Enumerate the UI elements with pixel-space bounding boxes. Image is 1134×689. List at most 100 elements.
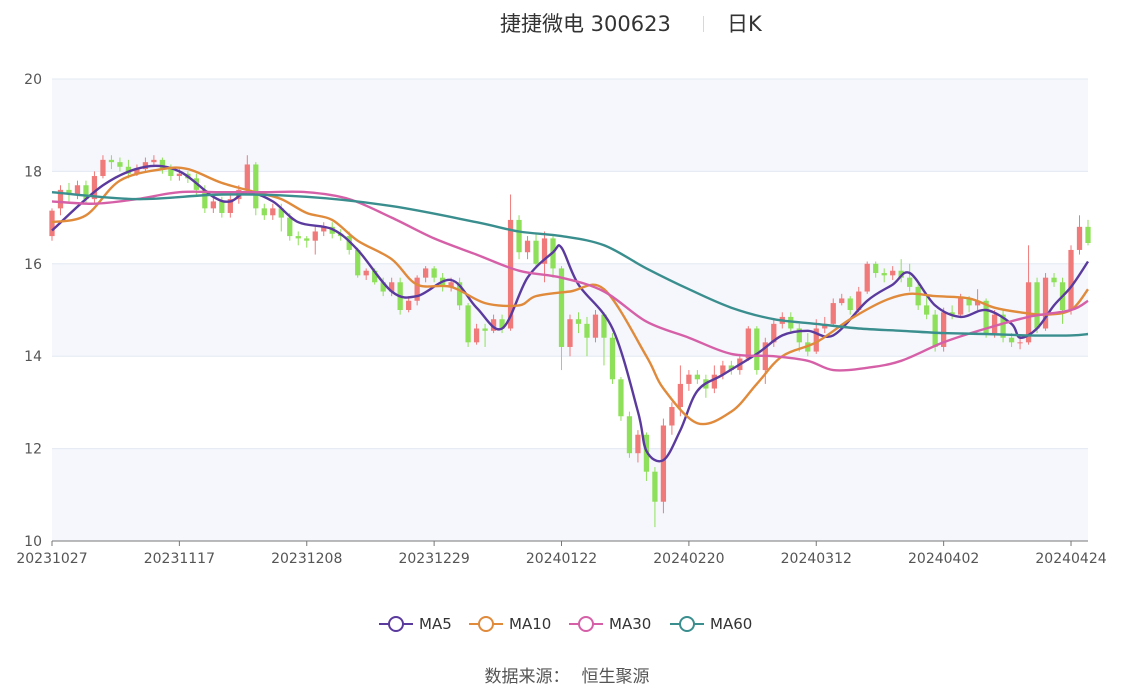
candle-body (907, 277, 913, 287)
legend-marker-ma30 (569, 616, 603, 632)
candles (49, 155, 1091, 528)
grid-band (52, 79, 1088, 172)
candlestick-chart: 10 12 14 16 18 20 20231027 20231117 20231208 2023… (16, 72, 1106, 567)
legend-item-ma30[interactable]: MA30 (569, 610, 651, 638)
candle-body (74, 185, 81, 195)
candle-body (295, 236, 301, 239)
candle-body (219, 201, 225, 213)
candle-body (881, 273, 887, 276)
candle-body (516, 219, 522, 253)
candle-body (1000, 314, 1006, 338)
candle-body (592, 314, 599, 338)
candle-body (856, 291, 862, 310)
candle-body (1076, 226, 1083, 250)
y-tick-label: 20 (24, 72, 42, 88)
candle-body (677, 383, 684, 408)
x-tick-label: 20240424 (1035, 551, 1106, 567)
x-tick-label: 20231208 (271, 551, 342, 567)
ma-line-ma60 (51, 191, 1089, 337)
candle-body (507, 219, 514, 329)
candle-body (270, 208, 276, 216)
candle-body (456, 282, 463, 306)
ma-line-ma5 (51, 164, 1089, 463)
candle-body (253, 164, 259, 209)
candle-body (991, 314, 998, 334)
candle-body (287, 217, 293, 237)
legend-label-ma60: MA60 (710, 615, 753, 633)
candle-body (389, 282, 395, 292)
y-tick-label: 18 (24, 164, 42, 180)
grid-band (52, 448, 1088, 541)
candle-body (423, 268, 429, 278)
candle-body (949, 312, 955, 315)
x-tick-label: 20240122 (526, 551, 597, 567)
candle-body (346, 236, 352, 250)
candle-body (524, 240, 531, 253)
candle-body (482, 328, 488, 331)
legend-label-ma10: MA10 (509, 615, 552, 633)
candle-body (728, 365, 734, 371)
candle-body (567, 319, 573, 347)
candle-body (100, 159, 106, 177)
candle-body (151, 159, 157, 163)
candle-body (720, 365, 726, 375)
candle-body (261, 208, 267, 216)
candle-body (873, 263, 879, 274)
candle-body (168, 169, 174, 177)
candle-body (66, 189, 72, 195)
legend-marker-ma5 (379, 616, 413, 632)
candle-body (312, 231, 318, 241)
legend-item-ma5[interactable]: MA5 (379, 610, 452, 638)
candle-body (134, 169, 140, 174)
legend-item-ma60[interactable]: MA60 (670, 610, 752, 638)
candle-body (304, 238, 310, 241)
axes: 10 12 14 16 18 20 20231027 20231117 20231208 2023… (16, 72, 1106, 567)
legend-marker-ma10 (469, 616, 503, 632)
candle-body (227, 199, 233, 213)
ma-lines (51, 164, 1089, 463)
candle-body (473, 328, 480, 343)
candle-body (541, 238, 548, 264)
candle-body (57, 189, 64, 209)
candle-body (584, 323, 590, 338)
candle-body (847, 298, 853, 310)
x-tick-label: 20240312 (781, 551, 852, 567)
title-divider (703, 16, 704, 32)
ma-line-ma30 (51, 190, 1089, 372)
chart-title: 捷捷微电 300623 (500, 12, 671, 36)
candle-body (355, 249, 361, 276)
candle-body (796, 328, 802, 343)
candle-body (159, 159, 166, 170)
candle-body (822, 323, 828, 329)
candle-body (1042, 277, 1049, 329)
candle-body (49, 210, 55, 237)
y-tick-label: 12 (24, 442, 42, 458)
candle-body (652, 471, 658, 502)
source-label: 数据来源： (484, 667, 570, 687)
candle-body (414, 277, 420, 301)
candle-body (278, 208, 284, 218)
candle-body (745, 328, 751, 359)
legend-marker-ma60 (670, 616, 704, 632)
candle-body (244, 164, 250, 190)
candle-body (771, 323, 777, 343)
candle-body (915, 286, 921, 306)
candle-body (601, 314, 607, 338)
candle-body (431, 268, 437, 278)
x-tick-label: 20240402 (908, 551, 979, 567)
period-label: 日K (727, 12, 762, 36)
candle-body (499, 319, 505, 329)
legend-item-ma10[interactable]: MA10 (469, 610, 551, 638)
chart-title-row: 捷捷微电 300623 日K (0, 6, 1134, 40)
background-bands (52, 79, 1088, 541)
candle-body (754, 328, 760, 371)
candle-body (694, 374, 701, 380)
y-tick-label: 16 (24, 257, 42, 273)
candle-body (830, 303, 836, 324)
y-tick-label: 10 (24, 534, 42, 550)
legend: MA5 MA10 MA30 MA60 (0, 610, 1134, 638)
candle-body (176, 173, 183, 177)
x-tick-label: 20231229 (398, 551, 469, 567)
candle-body (813, 328, 819, 352)
candle-body (890, 270, 896, 276)
